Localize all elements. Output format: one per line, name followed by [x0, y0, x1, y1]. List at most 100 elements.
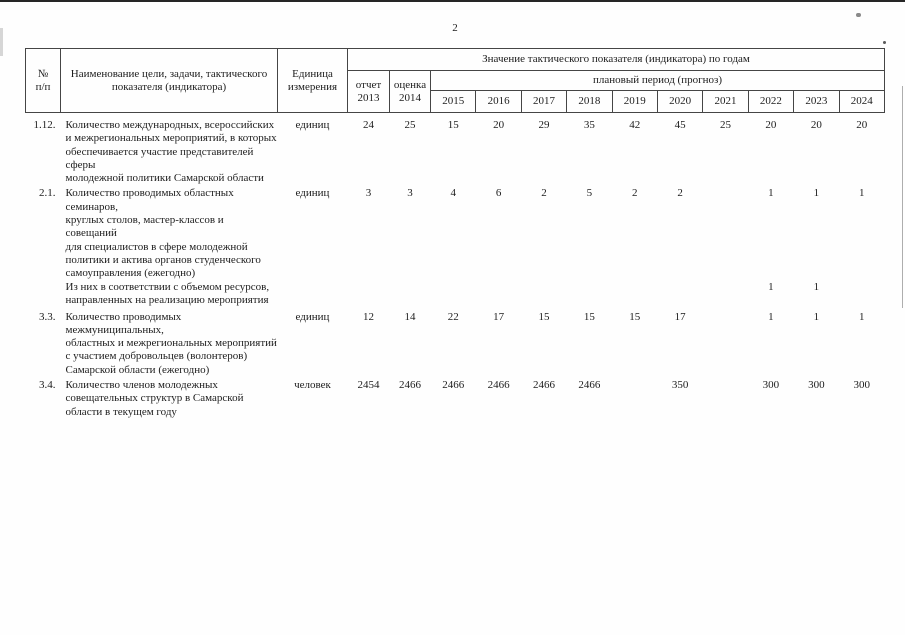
row-value-cell: 3 — [365, 187, 372, 200]
col-header-unit: Единица измерения — [277, 48, 348, 113]
row-unit: единиц — [295, 119, 330, 131]
table-row: 3.4. Количество членов молодежных совещат… — [26, 377, 885, 432]
row-value-cell: 2 — [632, 187, 638, 200]
row-unit — [278, 281, 348, 311]
row-number: 3.3. — [39, 310, 56, 323]
year-header-2021: 2021 — [702, 90, 749, 113]
row-unit: человек — [294, 379, 331, 392]
row-value-cell: 24 — [363, 119, 374, 131]
row-indicator-name: Из них в соответствии с объемом ресурсов… — [65, 280, 270, 306]
row-value-cell: 17 — [493, 310, 505, 323]
scan-artifact-speck — [883, 41, 886, 44]
row-value-cell: 15 — [583, 310, 595, 323]
col-header-name: Наименование цели, задачи, тактического … — [60, 48, 278, 113]
row-value-cell: 2466 — [442, 379, 465, 392]
table-header: № п/п Наименование цели, задачи, тактиче… — [25, 48, 886, 113]
col-header-number: № п/п — [25, 48, 61, 113]
row-value-cell: 1 — [813, 310, 820, 323]
row-value-cell: 15 — [629, 310, 641, 323]
row-value-cell — [567, 281, 612, 311]
row-indicator-name: Количество международных, всероссийских … — [65, 119, 277, 185]
row-value-cell: 350 — [671, 379, 689, 392]
row-value-cell: 15 — [447, 119, 459, 131]
year-header-2015: 2015 — [429, 90, 477, 113]
row-value-cell — [703, 281, 748, 311]
row-value-cell: 2466 — [532, 379, 555, 392]
row-indicator-name: Количество проводимых областных семинаро… — [65, 187, 261, 280]
row-value-cell: 1 — [768, 310, 774, 323]
row-unit: единиц — [295, 310, 330, 323]
row-value-cell — [612, 281, 657, 311]
row-value-cell: 4 — [450, 187, 456, 200]
row-value-cell: 20 — [856, 119, 868, 131]
row-value-cell: 2 — [541, 187, 547, 200]
scan-artifact-speck — [856, 13, 861, 17]
table-body: 1.12. Количество международных, всероссий… — [26, 113, 885, 433]
row-value-cell: 29 — [538, 119, 550, 131]
row-value-cell: 14 — [404, 310, 416, 323]
row-value-cell: 20 — [810, 119, 822, 131]
row-number: 2.1. — [39, 187, 56, 200]
row-value-cell: 17 — [674, 310, 686, 323]
row-unit: единиц — [295, 187, 330, 200]
row-value-cell: 1 — [768, 187, 774, 200]
row-value-cell: 25 — [404, 119, 416, 131]
row-value-cell: 20 — [765, 119, 777, 131]
col-header-report-2013: отчет 2013 — [347, 70, 390, 113]
year-header-2024: 2024 — [838, 90, 886, 113]
row-value-cell: 1 — [813, 187, 820, 200]
table-row: 1.12. Количество международных, всероссий… — [26, 113, 885, 186]
table-row: 2.1. Количество проводимых областных семи… — [26, 185, 885, 280]
row-value-cell — [703, 377, 748, 432]
row-value-cell: 2466 — [399, 379, 421, 392]
row-value-cell — [839, 281, 885, 311]
row-value-cell — [703, 311, 748, 377]
row-value-cell: 22 — [447, 310, 459, 323]
row-value-cell: 5 — [586, 187, 593, 200]
row-value-cell: 1 — [813, 280, 820, 293]
row-value-cell: 6 — [495, 187, 502, 200]
year-header-2020: 2020 — [656, 90, 704, 113]
row-value-cell — [612, 377, 657, 432]
row-number: 3.4. — [39, 379, 56, 392]
year-header-2018: 2018 — [566, 90, 613, 113]
row-value-cell: 35 — [583, 119, 595, 131]
row-value-cell: 12 — [363, 310, 374, 323]
row-value-cell: 300 — [762, 379, 780, 392]
col-header-plan-period: плановый период (прогноз) — [429, 70, 886, 91]
row-value-cell: 2466 — [578, 379, 601, 392]
row-value-cell — [390, 281, 431, 311]
page-number: 2 — [452, 22, 458, 34]
page-top-edge-line — [0, 0, 905, 2]
row-value-cell: 2 — [677, 187, 683, 200]
row-value-cell: 45 — [674, 119, 686, 131]
row-indicator-name: Количество проводимых межмуниципальных, … — [65, 310, 277, 376]
row-value-cell — [521, 281, 566, 311]
year-header-2019: 2019 — [611, 90, 658, 113]
row-value-cell: 1 — [859, 187, 865, 200]
row-value-cell: 20 — [493, 119, 505, 131]
scan-artifact-left — [0, 28, 3, 56]
table-row: Из них в соответствии с объемом ресурсов… — [26, 281, 885, 311]
row-value-cell: 2454 — [357, 379, 380, 392]
row-value-cell: 300 — [808, 379, 825, 392]
row-indicator-name: Количество членов молодежных совещательн… — [65, 379, 244, 418]
indicators-table: № п/п Наименование цели, задачи, тактиче… — [25, 48, 886, 433]
row-value-cell: 1 — [768, 280, 774, 293]
row-value-cell: 2466 — [487, 379, 510, 392]
row-number: 1.12. — [33, 119, 56, 131]
row-value-cell: 3 — [407, 187, 413, 200]
row-value-cell: 42 — [629, 119, 641, 131]
row-value-cell: 1 — [859, 310, 865, 323]
row-value-cell: 15 — [538, 310, 550, 323]
year-header-2023: 2023 — [793, 90, 840, 113]
col-header-estimate-2014: оценка 2014 — [389, 70, 431, 113]
row-value-cell — [476, 281, 521, 311]
row-value-cell — [703, 185, 748, 280]
row-value-cell — [657, 281, 702, 311]
row-number — [26, 281, 61, 311]
scan-artifact-right — [902, 86, 903, 308]
row-value-cell: 300 — [853, 379, 871, 392]
row-value-cell: 25 — [720, 119, 732, 131]
